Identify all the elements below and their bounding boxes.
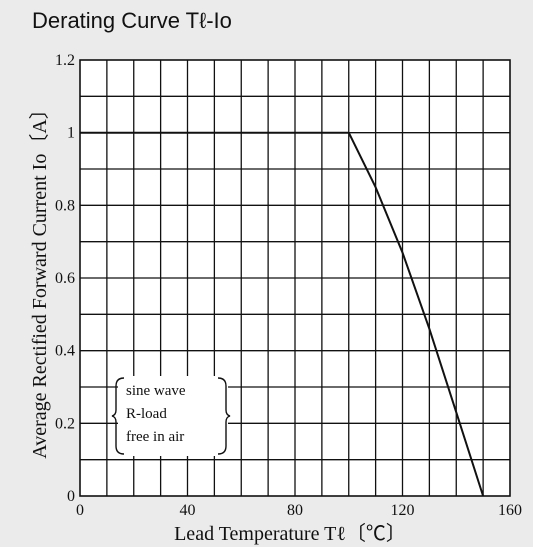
- y-tick-label: 0.6: [55, 270, 75, 287]
- annotation-right-brace: [217, 377, 231, 455]
- x-tick-label: 160: [498, 502, 522, 519]
- y-tick-label: 1: [67, 125, 75, 142]
- annotation-line-3: free in air: [126, 429, 184, 445]
- x-axis-label: Lead Temperature Tℓ〔℃〕: [174, 522, 406, 545]
- x-tick-label: 0: [76, 502, 84, 519]
- series-group: [80, 131, 485, 497]
- annotation-left-brace: [111, 377, 125, 455]
- series-line-0: [80, 131, 485, 497]
- y-tick-label: 1.2: [55, 52, 75, 69]
- chart-title: Derating Curve Tℓ-Io: [32, 8, 232, 33]
- y-axis-label: Average Rectified Forward Current Io〔A〕: [28, 99, 51, 459]
- x-tick-label: 40: [180, 502, 196, 519]
- y-tick-label: 0.2: [55, 415, 75, 432]
- annotation-box: sine wave R-load free in air: [111, 376, 231, 456]
- annotation-line-1: sine wave: [126, 383, 186, 399]
- x-tick-label: 80: [287, 502, 303, 519]
- annotation-line-2: R-load: [126, 406, 167, 422]
- plot-frame: [79, 59, 511, 497]
- y-tick-label: 0: [67, 488, 75, 505]
- x-tick-label: 120: [391, 502, 415, 519]
- tick-labels: 0 40 80 120 160 0 0.2 0.4 0.6 0.8 1 1.2: [55, 52, 522, 519]
- y-tick-label: 0.8: [55, 197, 75, 214]
- y-tick-label: 0.4: [55, 343, 75, 360]
- annotation-background: [118, 376, 228, 456]
